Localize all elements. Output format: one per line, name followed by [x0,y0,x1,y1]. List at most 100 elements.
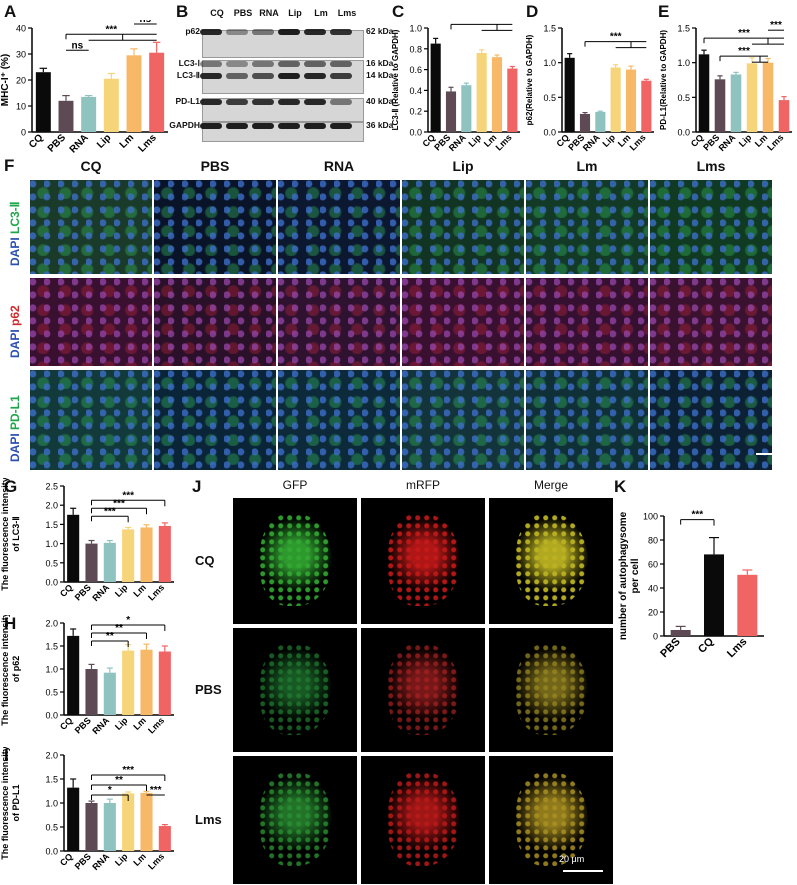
wb-kda-label: 16 kDa [366,58,394,68]
significance-label: *** [610,32,622,43]
fluorescence-row-label: DAPI PD-L1 [8,395,22,462]
y-axis-label: The fluorescence intensity [0,478,10,591]
significance-label: *** [770,20,782,31]
bar-rna [81,96,97,132]
y-tick-label: 1.0 [409,24,422,34]
wb-lane-label: Lip [288,8,302,18]
panel-label-a: A [4,2,17,21]
wb-protein-label: PD-L1 [175,96,200,106]
x-tick-label: RNA [717,132,738,153]
bar-pbs [85,543,98,582]
panel-label-g: G [4,477,18,496]
panel-label-i: I [4,746,9,765]
wb-band [330,123,352,129]
confocal-row-label: CQ [195,553,215,568]
y-tick-label: 1.0 [45,539,58,549]
fluorescence-image [30,180,152,274]
y-tick-label: 0.0 [45,711,58,721]
fluorescence-image [526,370,648,470]
bar-lms [778,100,790,132]
bar-cq [704,554,724,636]
cell-shape [388,642,461,735]
x-tick-label: PBS [73,582,93,602]
y-axis-label: LC3-Ⅱ (Relative to GAPDH) [391,29,400,130]
significance-label: *** [104,506,116,517]
x-tick-label: PBS [73,715,93,735]
bar-rna [103,672,116,715]
cell-shape [260,513,333,607]
y-tick-label: 1.5 [45,775,58,785]
wb-band [278,73,300,79]
wb-band [304,29,326,35]
significance-bracket [65,33,157,41]
bar-lip [103,78,119,132]
y-tick-label: 0.0 [543,128,556,138]
chart-a: 0 10 20 30 40 MHC-I⁺ (%) CQ PBS RNA Lip Lm Lms *** ns… [0,20,168,155]
significance-label: *** [691,510,703,521]
panel-label-d: D [526,2,539,21]
bar-lm [625,69,637,132]
y-tick-label: 0 [21,128,26,138]
significance-label: *** [150,785,162,796]
bar-pbs [714,79,726,132]
y-tick-label: 100 [643,512,658,522]
wb-band [252,123,274,129]
marker-label: LC3-Ⅱ [8,201,22,234]
fluorescence-column-title: Lip [452,158,474,174]
y-tick-label: 20 [648,608,658,618]
panel-label-f: F [4,156,15,175]
fluorescence-row-label: DAPI LC3-Ⅱ [8,201,22,266]
confocal-column-title: GFP [282,478,308,492]
y-axis-label: PD-L1(Relative to GAPDH) [659,30,668,130]
wb-kda-label: 40 kDa [366,96,394,106]
x-tick-label: PBS [658,636,682,660]
x-tick-label: RNA [581,132,602,153]
wb-band [226,61,248,67]
bar-lms [641,80,652,132]
wb-band [304,61,326,67]
significance-bracket [719,55,768,63]
bar-cq [67,635,80,715]
bar-lms [158,651,171,715]
x-tick-label: CQ [27,132,46,151]
bar-rna [103,803,116,851]
x-tick-label: Lms [146,851,166,871]
marker-label: PD-L1 [8,395,22,430]
y-tick-label: 60 [648,560,658,570]
y-axis-label: number of autophagysome [618,511,629,640]
bar-cq [430,43,441,132]
y-tick-label: 1.5 [45,520,58,530]
wb-band [252,73,274,79]
wb-band [200,123,222,129]
x-tick-label: Lip [600,132,617,149]
wb-protein-label: LC3-Ⅰ [178,58,200,68]
significance-label: *** [113,498,125,509]
x-tick-label: Lms [136,132,159,155]
x-tick-label: Lm [118,132,136,150]
x-tick-label: Lip [466,132,483,149]
fluorescence-image [154,278,276,366]
y-tick-label: 0.6 [409,65,422,75]
significance-bracket [703,37,784,45]
confocal-column-title: Merge [533,478,568,492]
bar-cq [698,54,710,133]
y-tick-label: 0.5 [543,93,556,103]
x-tick-label: Lm [131,715,148,732]
significance-bracket [91,507,147,515]
fluorescence-image [402,278,524,366]
x-tick-label: Lip [113,715,130,732]
y-tick-label: 1.0 [45,799,58,809]
y-tick-label: 40 [16,24,26,34]
y-axis-label: p62(Relative to GAPDH) [525,34,534,125]
y-axis-label: of LC3-Ⅱ [11,516,21,551]
y-tick-label: 40 [648,584,658,594]
wb-band [252,99,274,105]
bar-cq [35,72,51,132]
bar-cq [67,787,80,851]
fluorescence-image [278,370,400,470]
panel-label-e: E [658,2,670,21]
fluorescence-image [402,370,524,470]
y-tick-label: 0.0 [677,128,690,138]
x-tick-label: Lms [765,132,785,152]
y-tick-label: 0 [653,632,658,642]
